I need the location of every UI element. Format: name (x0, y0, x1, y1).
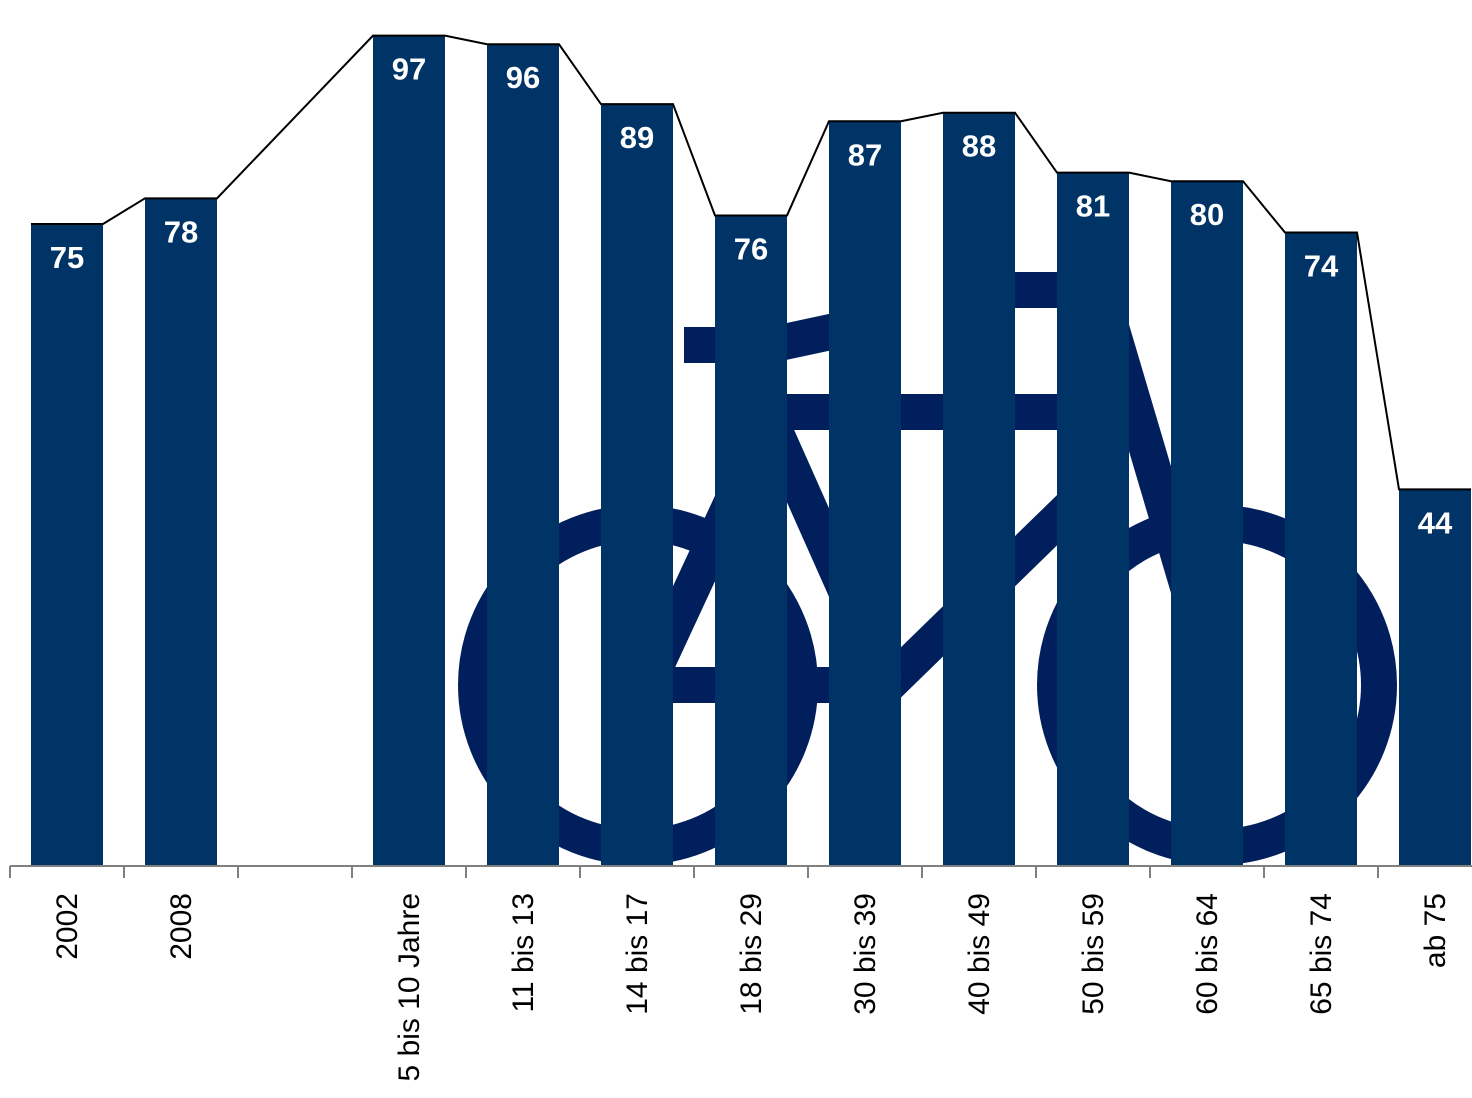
data-label: 89 (620, 120, 654, 155)
tick-label: 2008 (165, 893, 198, 960)
tick-label: 65 bis 74 (1305, 893, 1338, 1015)
data-label: 87 (848, 137, 882, 172)
data-label: 97 (392, 52, 426, 87)
trend-line (31, 34, 1471, 491)
bar-14 bis 17 (601, 104, 673, 866)
bar-5 bis 10 Jahre (373, 35, 445, 867)
data-label: 80 (1190, 197, 1224, 232)
bar-18 bis 29 (715, 215, 787, 866)
tick-label: 60 bis 64 (1191, 893, 1224, 1015)
bar-30 bis 39 (829, 121, 901, 866)
bar-40 bis 49 (943, 112, 1015, 867)
data-label: 76 (734, 231, 768, 266)
bar-65 bis 74 (1285, 232, 1357, 866)
bar-ab 75 (1399, 489, 1471, 866)
bar-2008 (145, 198, 217, 866)
data-label: 81 (1076, 189, 1110, 224)
tick-label: 5 bis 10 Jahre (393, 893, 426, 1081)
tick-label: 11 bis 13 (507, 893, 540, 1013)
bar-2002 (31, 224, 103, 866)
tick-label: 14 bis 17 (621, 893, 654, 1015)
tick-label: 50 bis 59 (1077, 893, 1110, 1015)
tick-label: ab 75 (1419, 893, 1452, 968)
data-label: 44 (1418, 505, 1453, 540)
bar-50 bis 59 (1057, 172, 1129, 866)
bar-60 bis 64 (1171, 181, 1243, 866)
tick-label: 2002 (51, 893, 84, 960)
data-label: 78 (164, 214, 198, 249)
data-label: 75 (50, 240, 84, 275)
bar-11 bis 13 (487, 44, 559, 867)
data-label: 88 (962, 129, 996, 164)
tick-label: 40 bis 49 (963, 893, 996, 1015)
tick-label: 18 bis 29 (735, 893, 768, 1015)
data-label: 74 (1304, 249, 1339, 284)
data-label: 96 (506, 60, 540, 95)
tick-label: 30 bis 39 (849, 893, 882, 1015)
